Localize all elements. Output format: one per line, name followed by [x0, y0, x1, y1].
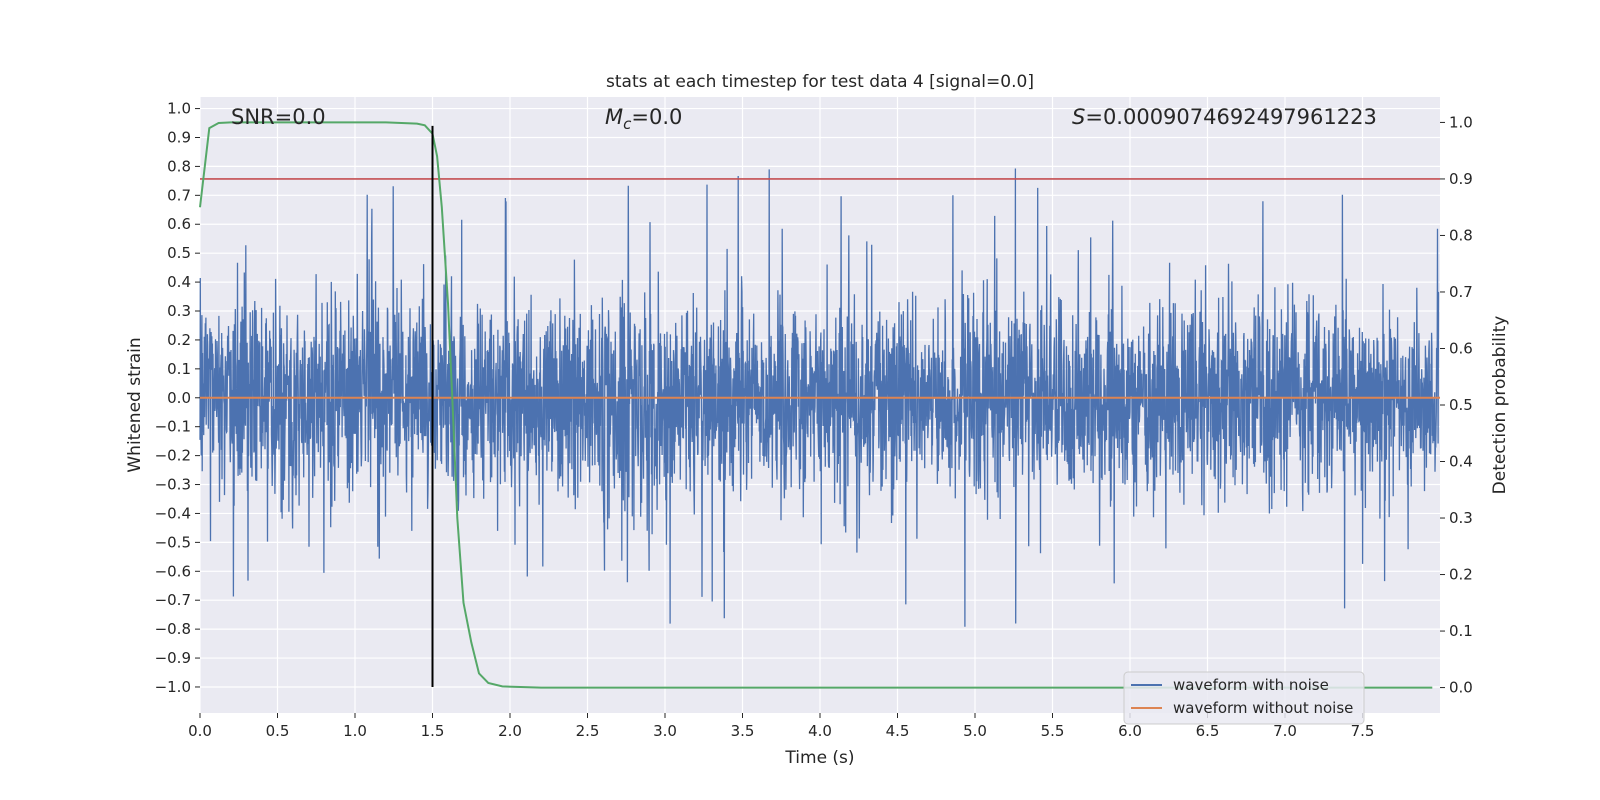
- y-tick-label: −0.1: [155, 418, 191, 436]
- x-axis-label: Time (s): [784, 748, 854, 768]
- y-tick-label: −1.0: [155, 678, 191, 696]
- y-tick-label: −0.4: [155, 504, 191, 522]
- chart-title: stats at each timestep for test data 4 […: [606, 72, 1034, 92]
- y-tick-label: −0.3: [155, 476, 191, 494]
- legend-box: [1123, 671, 1365, 725]
- annotation-snr: SNR=0.0: [231, 105, 326, 129]
- annotation-s-value: =0.000907469249796122​3: [1085, 105, 1377, 129]
- y-tick-label: −0.7: [155, 591, 191, 609]
- y2-axis-label: Detection probability: [1490, 316, 1510, 495]
- annotation-s-symbol: S: [1072, 105, 1085, 129]
- y2-tick-label: 0.2: [1449, 566, 1473, 584]
- legend-label-waveform-without-noise: waveform without noise: [1173, 699, 1353, 717]
- legend: waveform with noise waveform without noi…: [1123, 671, 1365, 725]
- x-tick-label: 1.5: [421, 722, 445, 740]
- y2-tick-label: 0.8: [1449, 226, 1473, 244]
- y2-tick-label: 0.5: [1449, 396, 1473, 414]
- x-tick-label: 7.5: [1351, 722, 1375, 740]
- y2-tick-label: 0.4: [1449, 453, 1473, 471]
- x-tick-label: 2.5: [576, 722, 600, 740]
- y-tick-label: 0.7: [167, 186, 191, 204]
- legend-label-waveform-with-noise: waveform with noise: [1173, 676, 1329, 694]
- x-tick-label: 3.0: [653, 722, 677, 740]
- overlay-lines: [199, 121, 1440, 689]
- y-axis-ticks: 1.0 0.9 0.8 0.7 0.6 0.5 0.4 0.3 0.2 0.1 0.0 −0.1 −0.…: [155, 100, 200, 696]
- y-tick-label: −0.6: [155, 562, 191, 580]
- y-tick-label: 0.9: [167, 128, 191, 146]
- x-tick-label: 1.0: [343, 722, 367, 740]
- y2-tick-label: 0.9: [1449, 170, 1473, 188]
- y-tick-label: 0.5: [167, 244, 191, 262]
- x-tick-label: 2.0: [498, 722, 522, 740]
- y-tick-label: −0.8: [155, 620, 191, 638]
- y-axis-label: Whitened strain: [125, 337, 145, 472]
- y-tick-label: −0.5: [155, 533, 191, 551]
- y-tick-label: 0.1: [167, 360, 191, 378]
- y-tick-label: 1.0: [167, 100, 191, 118]
- x-tick-label: 3.5: [731, 722, 755, 740]
- annotation-mc-symbol: M: [605, 105, 623, 129]
- annotation-s-statistic: S=0.000907469249796122​3: [1072, 105, 1377, 129]
- annotation-mc-subscript: c: [623, 115, 632, 133]
- x-tick-label: 4.0: [808, 722, 832, 740]
- y-tick-label: −0.2: [155, 447, 191, 465]
- x-tick-label: 0.5: [266, 722, 290, 740]
- detection-probability-line: [199, 121, 1433, 689]
- y2-tick-label: 1.0: [1449, 113, 1473, 131]
- y-tick-label: 0.3: [167, 302, 191, 320]
- y2-tick-label: 0.0: [1449, 679, 1473, 697]
- y2-tick-label: 0.1: [1449, 622, 1473, 640]
- annotation-mc-value: =0.0: [631, 105, 682, 129]
- x-tick-label: 4.5: [886, 722, 910, 740]
- y2-tick-label: 0.7: [1449, 283, 1473, 301]
- y2-tick-label: 0.6: [1449, 339, 1473, 357]
- x-tick-label: 6.5: [1196, 722, 1220, 740]
- x-tick-label: 7.0: [1273, 722, 1297, 740]
- x-axis-ticks: 0.0 0.5 1.0 1.5 2.0 2.5 3.0 3.5 4.0 4.5 5.0 5.5 6.0 6…: [188, 713, 1374, 740]
- x-tick-label: 0.0: [188, 722, 212, 740]
- y2-tick-label: 0.3: [1449, 509, 1473, 527]
- y-tick-label: 0.0: [167, 389, 191, 407]
- y-tick-label: 0.2: [167, 331, 191, 349]
- annotation-chirp-mass: Mc=0.0: [605, 105, 682, 133]
- x-tick-label: 5.0: [963, 722, 987, 740]
- y2-axis-ticks: 1.0 0.9 0.8 0.7 0.6 0.5 0.4 0.3 0.2 0.1 0.0: [1440, 113, 1473, 697]
- y-tick-label: −0.9: [155, 649, 191, 667]
- x-tick-label: 5.5: [1041, 722, 1065, 740]
- y-tick-label: 0.8: [167, 157, 191, 175]
- y-tick-label: 0.6: [167, 215, 191, 233]
- x-tick-label: 6.0: [1118, 722, 1142, 740]
- y-tick-label: 0.4: [167, 273, 191, 291]
